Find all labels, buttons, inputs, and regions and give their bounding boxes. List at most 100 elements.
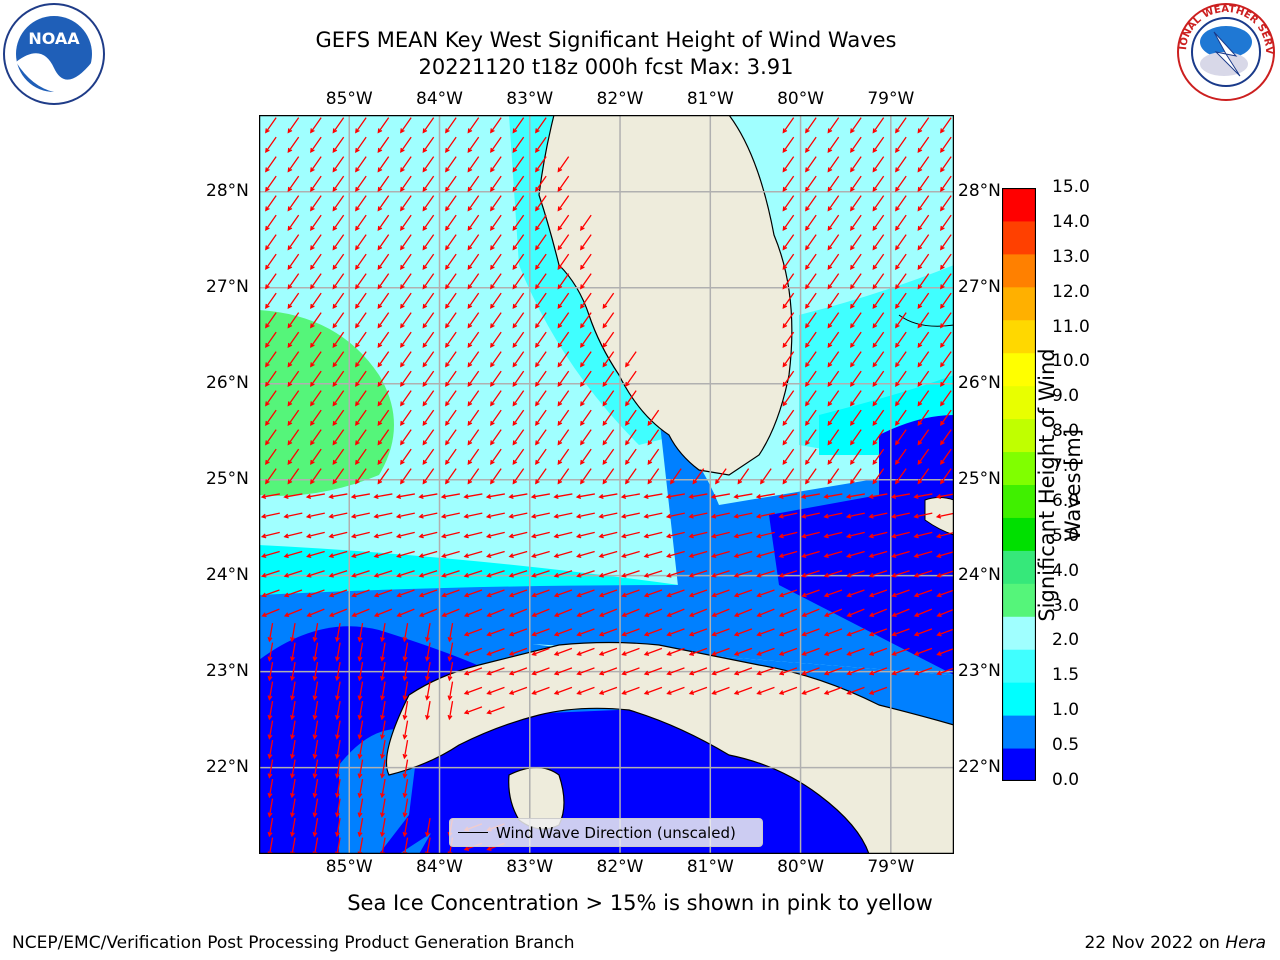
wave-vector bbox=[598, 531, 618, 539]
wave-vector bbox=[868, 589, 888, 598]
wave-height-map bbox=[259, 115, 954, 854]
lon-label: 85°W bbox=[325, 89, 373, 109]
wave-vector bbox=[312, 779, 319, 799]
wave-vector bbox=[332, 273, 345, 290]
wave-vector bbox=[290, 779, 296, 799]
wave-vector bbox=[287, 390, 300, 407]
wave-vector bbox=[312, 740, 319, 760]
wave-vector bbox=[418, 608, 438, 617]
colorbar-tick-label: 1.5 bbox=[1052, 665, 1080, 686]
wave-vector bbox=[351, 589, 370, 598]
wave-vector bbox=[805, 312, 817, 329]
map-frame bbox=[259, 115, 954, 854]
wave-vector bbox=[895, 156, 907, 173]
wave-vector bbox=[287, 234, 300, 251]
wave-vector bbox=[872, 331, 885, 348]
wave-vector bbox=[576, 667, 595, 676]
colorbar-tick-label: 5.0 bbox=[1052, 525, 1080, 546]
wave-vector bbox=[508, 686, 528, 695]
wave-vector bbox=[512, 156, 525, 173]
wave-vector bbox=[290, 720, 296, 740]
wave-vector bbox=[711, 589, 730, 598]
wave-vector bbox=[850, 195, 862, 212]
wave-vector bbox=[846, 589, 865, 598]
colorbar-tick-label: 10.0 bbox=[1052, 351, 1090, 372]
wave-vector bbox=[688, 570, 708, 578]
colorbar-tick-label: 0.0 bbox=[1052, 770, 1080, 790]
wave-vector bbox=[290, 740, 296, 760]
wave-vector bbox=[380, 779, 386, 799]
wave-vector bbox=[846, 628, 865, 637]
wave-vector bbox=[335, 798, 341, 818]
wave-vector bbox=[710, 493, 730, 499]
wave-vector bbox=[441, 608, 460, 617]
wave-vector bbox=[688, 686, 708, 695]
wave-vector bbox=[332, 312, 345, 329]
wave-vector bbox=[265, 195, 277, 212]
lon-label: 80°W bbox=[777, 857, 825, 877]
wave-vector bbox=[940, 175, 952, 192]
wave-vector bbox=[756, 570, 775, 578]
lon-label: 80°W bbox=[777, 89, 825, 109]
wave-vector bbox=[598, 608, 618, 617]
wave-vector bbox=[332, 195, 345, 212]
wave-vector bbox=[535, 429, 547, 446]
wave-vector bbox=[823, 589, 843, 598]
wave-vector bbox=[666, 550, 685, 558]
wave-vector bbox=[463, 706, 483, 715]
wave-vector bbox=[666, 686, 685, 695]
wave-vector bbox=[310, 370, 322, 387]
wave-vector bbox=[380, 681, 386, 701]
wave-vector bbox=[265, 117, 277, 134]
wave-vector bbox=[418, 512, 438, 519]
wave-vector bbox=[850, 331, 862, 348]
wave-vector bbox=[377, 175, 390, 192]
wave-vector bbox=[512, 409, 525, 426]
wave-vector bbox=[801, 570, 820, 578]
wave-vector bbox=[422, 429, 435, 446]
wave-vector bbox=[467, 292, 480, 309]
wave-vector bbox=[265, 292, 277, 309]
wave-vector bbox=[485, 493, 505, 499]
wave-vector bbox=[463, 493, 483, 499]
wave-vector bbox=[445, 448, 457, 465]
wave-vector bbox=[445, 273, 457, 290]
wave-vector bbox=[625, 370, 637, 387]
wave-vector bbox=[917, 468, 930, 485]
lon-label: 82°W bbox=[596, 857, 644, 877]
wave-vector bbox=[535, 370, 547, 387]
wave-vector bbox=[400, 370, 412, 387]
wave-vector bbox=[846, 608, 865, 617]
wave-vector bbox=[310, 409, 322, 426]
wave-vector bbox=[823, 628, 843, 637]
wave-vector bbox=[380, 642, 386, 662]
colorbar-segment bbox=[1002, 649, 1036, 683]
wave-vector bbox=[350, 512, 370, 519]
wave-vector bbox=[355, 448, 367, 465]
lat-label: 22°N bbox=[958, 756, 1001, 777]
wave-vector bbox=[265, 273, 277, 290]
wind-wave-vectors bbox=[260, 117, 954, 854]
wave-vector bbox=[447, 623, 454, 643]
wave-vector bbox=[575, 531, 595, 539]
wave-vector bbox=[580, 370, 592, 387]
wave-vector bbox=[486, 686, 505, 695]
wave-vector bbox=[580, 429, 592, 446]
wave-vector bbox=[357, 759, 364, 779]
wave-vector bbox=[355, 390, 367, 407]
lon-label: 84°W bbox=[416, 857, 463, 877]
wave-vector bbox=[805, 117, 817, 134]
wave-vector bbox=[355, 331, 367, 348]
wave-vector bbox=[557, 448, 570, 465]
wave-vector bbox=[486, 647, 505, 656]
wave-vector bbox=[940, 390, 952, 407]
wave-vector bbox=[328, 570, 348, 578]
wave-vector bbox=[778, 493, 798, 499]
lat-label: 23°N bbox=[958, 660, 1001, 681]
wave-vector bbox=[377, 253, 390, 270]
wave-vector bbox=[396, 570, 415, 578]
lat-label: 26°N bbox=[206, 372, 249, 393]
wave-vector bbox=[467, 175, 480, 192]
sea-ice-note: Sea Ice Concentration > 15% is shown in … bbox=[347, 891, 933, 915]
wave-vector bbox=[868, 531, 888, 539]
